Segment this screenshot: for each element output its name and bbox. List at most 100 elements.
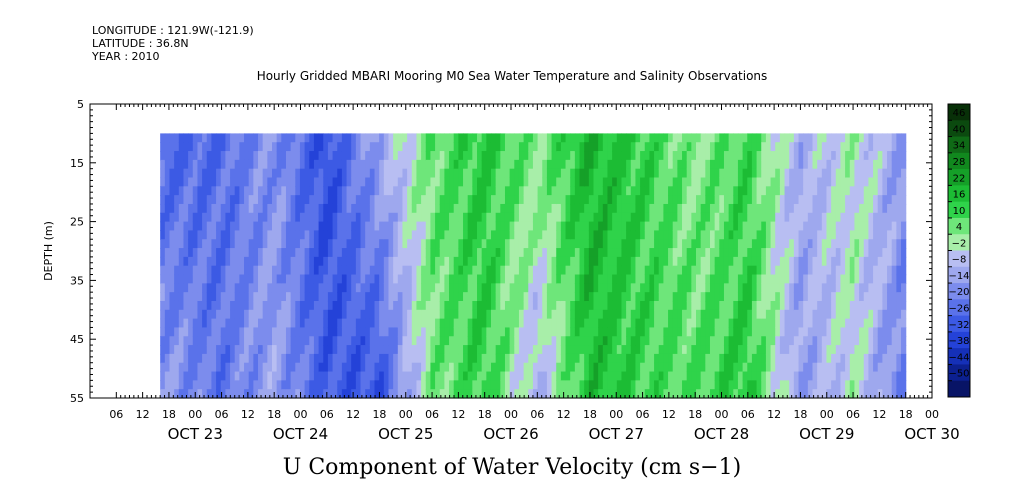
heatmap-cell xyxy=(873,283,879,293)
heatmap-cell xyxy=(854,151,860,161)
heatmap-cell xyxy=(719,221,725,232)
heatmap-cell xyxy=(602,159,609,170)
heatmap-cell xyxy=(523,212,529,223)
heatmap-cell xyxy=(863,265,870,276)
heatmap-cell xyxy=(351,389,357,399)
heatmap-cell xyxy=(803,353,809,364)
heatmap-cell xyxy=(616,265,623,276)
heatmap-cell xyxy=(397,265,404,276)
heatmap-cell xyxy=(887,248,893,258)
heatmap-cell xyxy=(299,221,306,232)
heatmap-cell xyxy=(425,309,432,320)
heatmap-cell xyxy=(668,256,674,267)
heatmap-cell xyxy=(691,159,697,170)
heatmap-cell xyxy=(616,336,623,346)
heatmap-cell xyxy=(281,159,287,170)
heatmap-cell xyxy=(556,389,562,399)
heatmap-cell xyxy=(332,142,338,152)
heatmap-cell xyxy=(500,345,506,355)
heatmap-cell xyxy=(169,318,175,329)
heatmap-cell xyxy=(355,362,362,373)
heatmap-cell xyxy=(598,239,604,249)
heatmap-cell xyxy=(835,186,842,196)
heatmap-cell xyxy=(435,345,441,355)
heatmap-cell xyxy=(341,371,348,381)
heatmap-cell xyxy=(253,353,259,364)
heatmap-cell xyxy=(812,353,818,364)
heatmap-cell xyxy=(821,142,828,152)
heatmap-cell xyxy=(775,248,781,258)
heatmap-cell xyxy=(574,221,581,232)
heatmap-cell xyxy=(351,142,357,152)
heatmap-cell xyxy=(178,380,185,390)
heatmap-cell xyxy=(225,300,231,311)
heatmap-cell xyxy=(677,345,683,355)
heatmap-cell xyxy=(407,168,413,179)
heatmap-cell xyxy=(756,133,762,143)
heatmap-cell xyxy=(565,389,571,399)
heatmap-cell xyxy=(793,309,800,320)
heatmap-cell xyxy=(234,230,240,240)
heatmap-cell xyxy=(169,300,175,311)
heatmap-cell xyxy=(654,230,660,240)
heatmap-cell xyxy=(789,274,795,284)
heatmap-cell xyxy=(532,292,539,302)
heatmap-cell xyxy=(383,283,390,293)
heatmap-cell xyxy=(756,300,762,311)
heatmap-cell xyxy=(374,248,380,258)
heatmap-cell xyxy=(779,133,786,143)
heatmap-cell xyxy=(216,327,222,337)
heatmap-cell xyxy=(393,300,399,311)
heatmap-cell xyxy=(630,142,637,152)
heatmap-cell xyxy=(463,177,469,187)
heatmap-cell xyxy=(686,168,692,179)
heatmap-cell xyxy=(393,265,399,276)
heatmap-cell xyxy=(868,274,874,284)
heatmap-cell xyxy=(630,371,637,381)
heatmap-cell xyxy=(421,300,427,311)
heatmap-cell xyxy=(463,336,469,346)
heatmap-cell xyxy=(798,353,804,364)
heatmap-cell xyxy=(341,212,348,223)
heatmap-cell xyxy=(831,283,837,293)
heatmap-cell xyxy=(258,318,264,329)
heatmap-cell xyxy=(588,239,595,249)
heatmap-cell xyxy=(248,389,254,399)
heatmap-cell xyxy=(528,195,534,205)
heatmap-cell xyxy=(621,292,627,302)
heatmap-cell xyxy=(887,380,893,390)
heatmap-cell xyxy=(388,318,394,329)
heatmap-cell xyxy=(551,212,557,223)
heatmap-cell xyxy=(528,133,534,143)
heatmap-cell xyxy=(500,353,506,364)
heatmap-cell xyxy=(807,151,814,161)
heatmap-cell xyxy=(863,283,870,293)
heatmap-cell xyxy=(849,186,856,196)
heatmap-cell xyxy=(593,195,599,205)
heatmap-cell xyxy=(565,203,571,214)
heatmap-cell xyxy=(253,389,259,399)
heatmap-cell xyxy=(174,300,180,311)
heatmap-cell xyxy=(849,177,856,187)
heatmap-cell xyxy=(598,159,604,170)
heatmap-cell xyxy=(346,212,352,223)
heatmap-cell xyxy=(546,212,553,223)
heatmap-cell xyxy=(393,336,399,346)
heatmap-cell xyxy=(779,151,786,161)
heatmap-cell xyxy=(379,300,385,311)
heatmap-cell xyxy=(369,203,376,214)
heatmap-cell xyxy=(355,380,362,390)
heatmap-cell xyxy=(742,248,748,258)
heatmap-cell xyxy=(267,327,273,337)
heatmap-cell xyxy=(258,371,264,381)
heatmap-cell xyxy=(649,345,655,355)
heatmap-cell xyxy=(775,345,781,355)
heatmap-cell xyxy=(761,292,767,302)
heatmap-cell xyxy=(640,309,646,320)
heatmap-cell xyxy=(682,283,688,293)
heatmap-cell xyxy=(425,195,432,205)
heatmap-cell xyxy=(803,274,809,284)
heatmap-cell xyxy=(495,195,501,205)
heatmap-cell xyxy=(789,380,795,390)
heatmap-cell xyxy=(528,212,534,223)
